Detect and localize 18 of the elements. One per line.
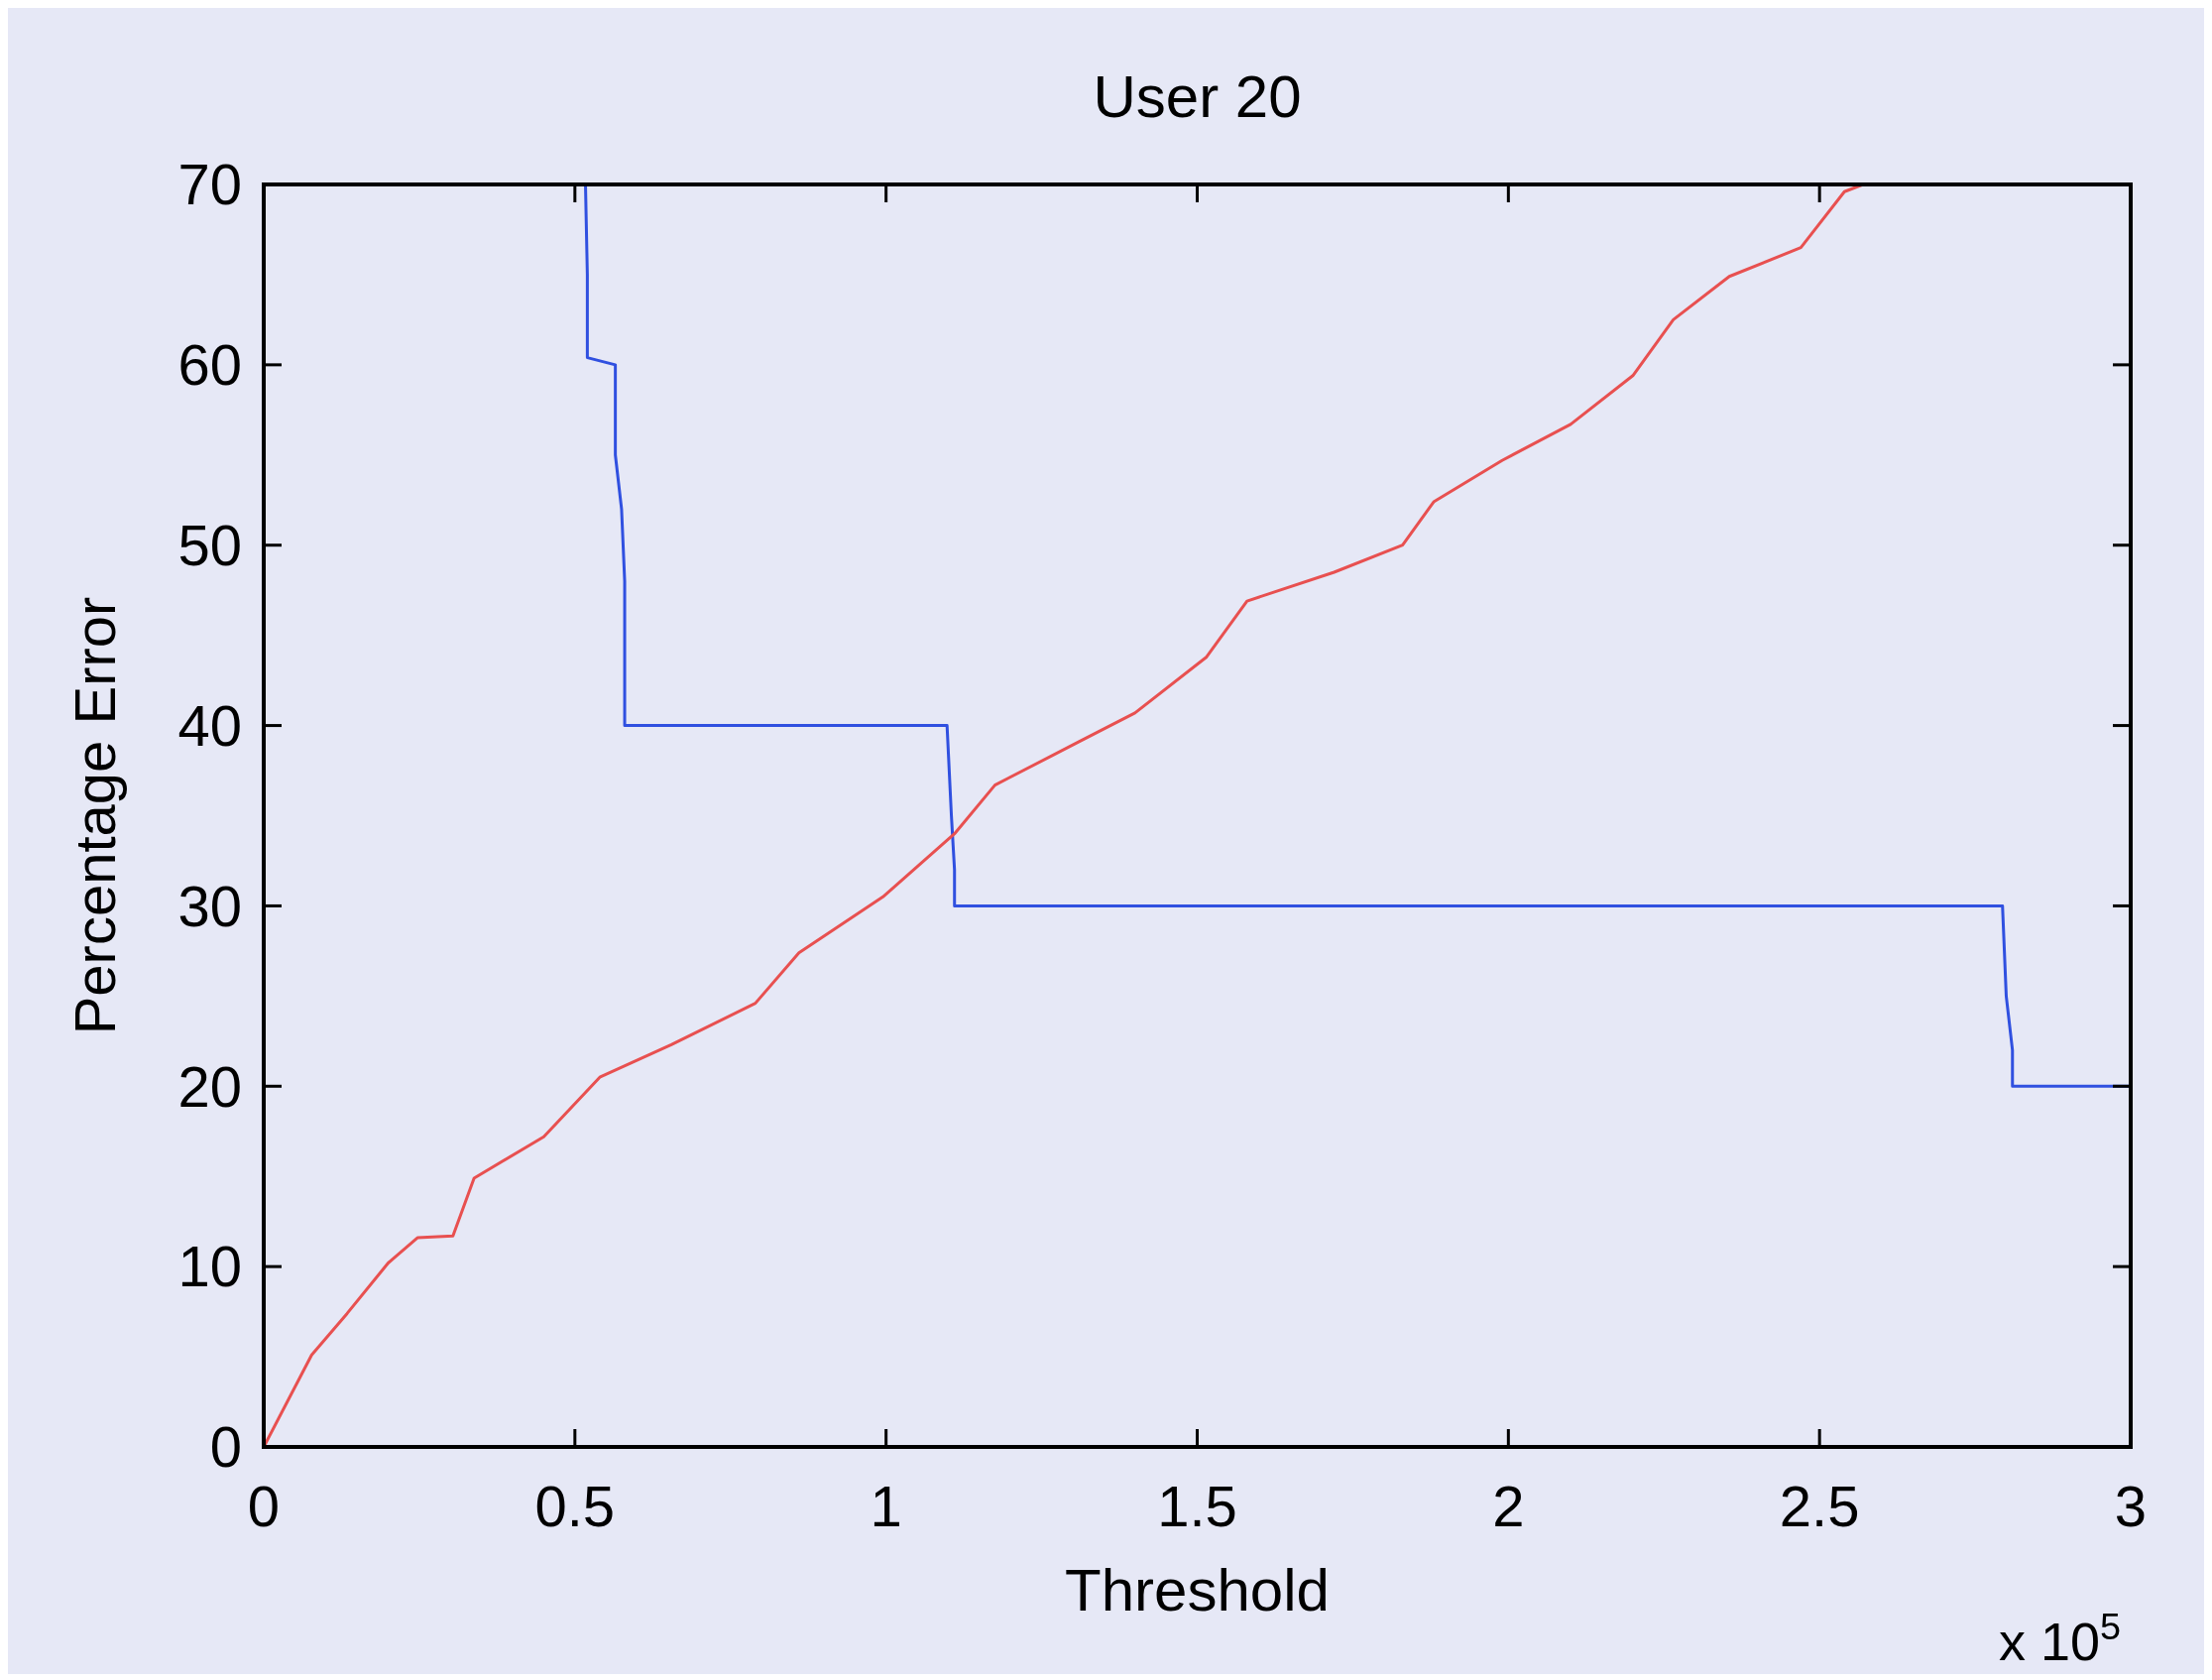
y-tick-label: 50 (177, 513, 242, 578)
y-tick-label: 20 (177, 1053, 242, 1119)
x-tick-label: 0.5 (534, 1474, 616, 1538)
y-axis-title: Percentage Error (62, 596, 127, 1035)
x-axis-title: Threshold (1065, 1557, 1330, 1623)
x-tick-label: 2 (1492, 1474, 1525, 1538)
x-tick-label: 2.5 (1779, 1474, 1860, 1538)
y-tick-label: 10 (177, 1234, 242, 1299)
x-tick-label: 1 (870, 1474, 902, 1538)
y-tick-label: 40 (177, 692, 242, 758)
y-tick-label: 30 (177, 873, 242, 938)
y-tick-label: 70 (177, 152, 242, 217)
x-tick-label: 3 (2114, 1474, 2148, 1538)
text: x 10$^{5}$ (1998, 1606, 2121, 1671)
x-tick-label: 1.5 (1157, 1474, 1237, 1538)
y-tick-label: 60 (177, 332, 242, 398)
y-tick-label: 0 (209, 1414, 242, 1480)
chart-title: User 20 (1093, 63, 1302, 130)
